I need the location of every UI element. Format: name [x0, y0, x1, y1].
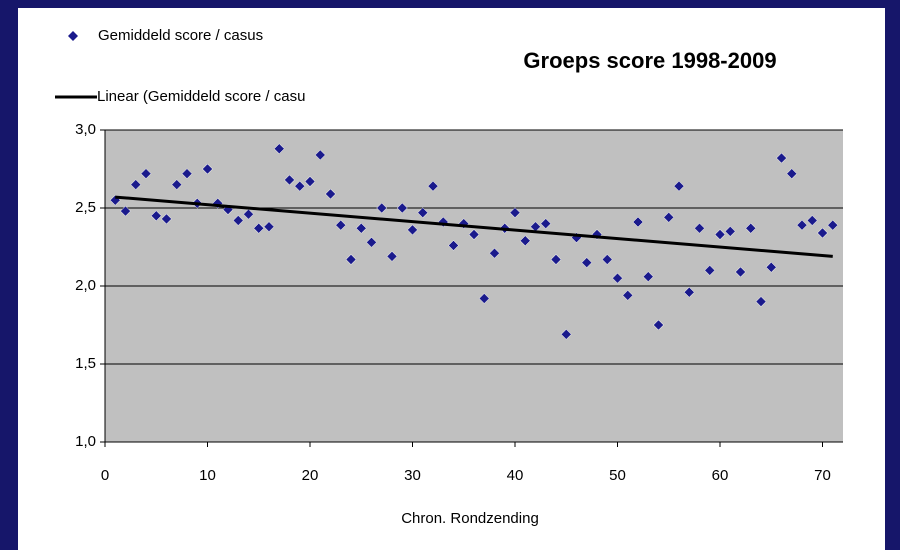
point [202, 163, 213, 175]
point [355, 222, 367, 234]
point [550, 254, 562, 265]
point [427, 180, 439, 192]
point [581, 257, 593, 268]
point [273, 143, 285, 155]
point [335, 219, 347, 231]
point [161, 213, 172, 225]
x-tick-label: 30 [404, 467, 421, 484]
point [704, 265, 716, 276]
point [294, 180, 306, 192]
x-axis-label: Chron. Rondzending [401, 510, 539, 527]
y-tick-label: 1,5 [75, 355, 96, 372]
x-tick-label: 50 [609, 467, 626, 484]
point [304, 176, 316, 187]
y-tick-label: 2,0 [75, 277, 96, 294]
point [284, 174, 295, 186]
point [622, 290, 634, 301]
point [263, 221, 275, 233]
point [171, 179, 183, 190]
point [796, 219, 808, 231]
x-tick-label: 0 [101, 467, 109, 484]
legend-label: Linear (Gemiddeld score / casu [97, 88, 305, 105]
point [653, 319, 664, 331]
y-tick-label: 2,5 [75, 199, 96, 216]
point [745, 222, 757, 234]
point [683, 286, 695, 298]
point [806, 215, 818, 226]
point [140, 168, 152, 180]
point [509, 207, 521, 219]
point [612, 272, 623, 284]
point [755, 296, 767, 307]
point [519, 235, 531, 247]
point [632, 216, 644, 228]
point [314, 149, 326, 161]
y-tick-label: 1,0 [75, 433, 96, 450]
point [366, 236, 377, 248]
legend-marker [68, 31, 78, 41]
point [130, 179, 142, 190]
legend-label: Gemiddeld score / casus [98, 27, 263, 44]
point [601, 254, 613, 265]
y-tick-label: 3,0 [75, 121, 96, 138]
x-tick-label: 20 [302, 467, 319, 484]
point [243, 208, 254, 220]
point [817, 227, 828, 239]
point [386, 251, 398, 262]
point [786, 168, 798, 180]
point [232, 215, 244, 226]
point [735, 266, 746, 278]
point [673, 180, 685, 192]
point [776, 152, 787, 164]
point [120, 205, 131, 217]
point [407, 224, 418, 236]
point [417, 207, 429, 219]
point [489, 247, 500, 259]
x-tick-label: 70 [814, 467, 831, 484]
point [724, 226, 736, 237]
point [181, 168, 193, 180]
point [560, 329, 572, 340]
point [468, 229, 480, 240]
point [253, 222, 265, 234]
point [714, 229, 726, 240]
point [396, 202, 408, 214]
point [448, 240, 459, 251]
point [694, 222, 705, 234]
trend-line [115, 195, 833, 258]
x-tick-label: 10 [199, 467, 216, 484]
point [478, 293, 490, 304]
point [540, 218, 552, 229]
point [150, 210, 162, 222]
point [325, 188, 336, 200]
point [376, 202, 388, 214]
x-tick-label: 60 [712, 467, 729, 484]
point [642, 271, 654, 282]
point [827, 219, 839, 231]
x-tick-label: 40 [507, 467, 524, 484]
chart-title: Groeps score 1998-2009 [523, 48, 776, 73]
point [765, 261, 777, 273]
point [345, 254, 357, 265]
point [663, 212, 675, 223]
